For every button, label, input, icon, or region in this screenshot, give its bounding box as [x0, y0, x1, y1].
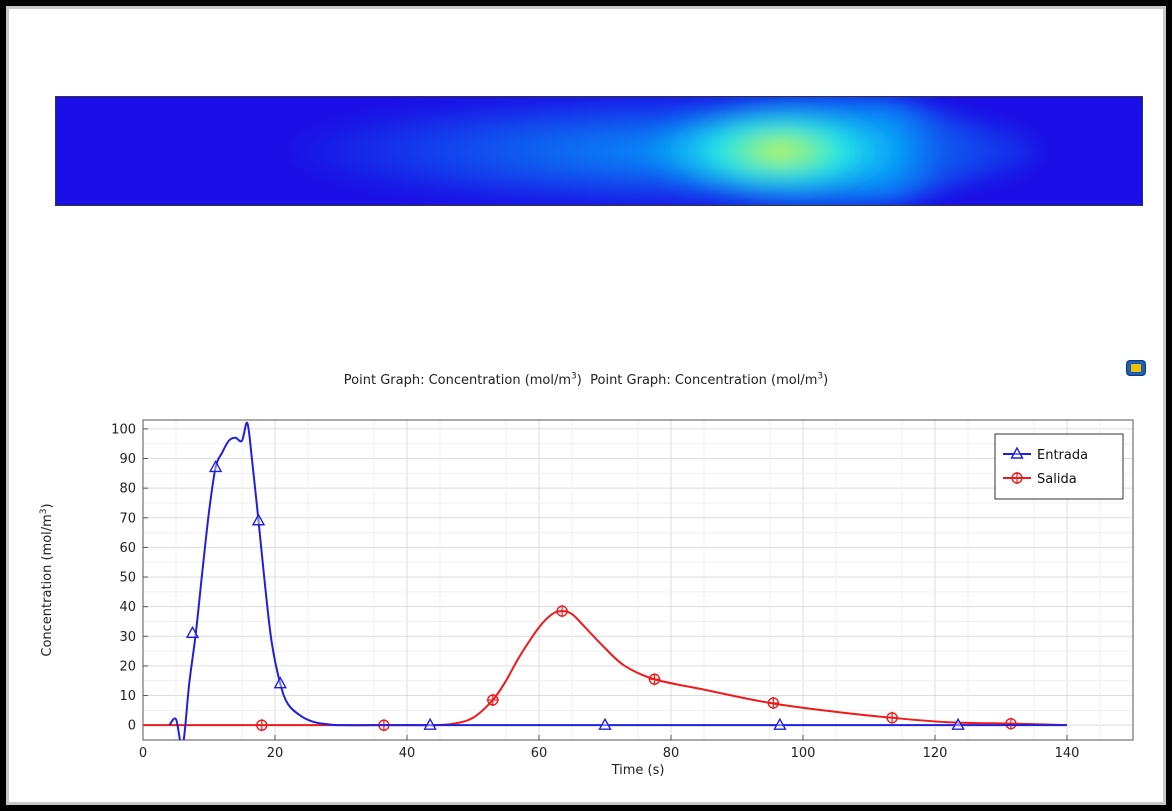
heatmap-core: [641, 97, 921, 205]
x-tick-label: 20: [267, 746, 284, 761]
y-tick-label: 100: [111, 422, 136, 437]
marker-entrada: [598, 717, 612, 730]
x-tick-label: 140: [1055, 746, 1080, 761]
x-axis-label: Time (s): [611, 763, 665, 778]
marker-salida: [486, 694, 499, 706]
chart-title-part-1: Point Graph: Concentration (mol/m3): [343, 372, 582, 389]
legend: Entrada Salida: [994, 433, 1124, 500]
legend-marker: [1011, 472, 1023, 484]
marker-salida: [255, 719, 268, 732]
legend-entry-entrada: Entrada: [1037, 448, 1088, 463]
marker-entrada: [423, 717, 437, 730]
x-tick-label: 0: [139, 746, 147, 761]
y-tick-label: 0: [128, 719, 136, 734]
x-tick-label: 80: [663, 746, 680, 761]
figure-frame: Point Graph: Concentration (mol/m3) Poin…: [6, 6, 1166, 805]
y-tick-label: 50: [119, 571, 136, 586]
x-tick-label: 100: [791, 746, 816, 761]
y-tick-label: 80: [119, 482, 136, 497]
y-tick-label: 90: [119, 452, 136, 467]
plot-border: [142, 419, 1134, 741]
line-chart: 0 20 40 60 80 100 120 140 0 10 20 30 40 50 60 70 80 90 100…: [39, 419, 1134, 778]
concentration-heatmap: [55, 96, 1143, 206]
export-image-icon[interactable]: [1127, 361, 1145, 375]
y-axis-label: Concentration (mol/m3): [39, 503, 55, 656]
marker-salida: [1004, 717, 1017, 730]
marker-salida: [767, 696, 780, 709]
y-tick-label: 70: [119, 511, 136, 526]
series-line-entrada: [168, 421, 1067, 740]
chart-title: Point Graph: Concentration (mol/m3) Poin…: [6, 372, 1166, 388]
marker-salida: [886, 711, 899, 724]
marker-entrada: [251, 513, 266, 526]
y-tick-label: 20: [119, 659, 136, 674]
legend-marker: [1010, 446, 1024, 459]
x-tick-label: 60: [531, 746, 548, 761]
y-tick-label: 10: [119, 689, 136, 704]
y-tick-label: 40: [119, 600, 136, 615]
x-tick-label: 40: [399, 746, 416, 761]
series-group: [143, 421, 1068, 740]
marker-entrada: [208, 459, 223, 473]
series-line-salida: [143, 610, 1068, 727]
marker-entrada: [185, 625, 200, 639]
legend-box: [994, 433, 1124, 500]
grid: [142, 420, 1133, 740]
heatmap-svg: [56, 97, 1142, 205]
marker-salida: [648, 673, 661, 686]
chart-title-part-2: Point Graph: Concentration (mol/m3): [590, 372, 829, 389]
x-tick-label: 120: [923, 746, 948, 761]
y-tick-label: 30: [119, 630, 136, 645]
y-tick-label: 60: [119, 541, 136, 556]
marker-entrada: [273, 676, 287, 689]
legend-entry-salida: Salida: [1037, 472, 1077, 487]
marker-entrada: [951, 717, 965, 730]
marker-salida: [556, 605, 569, 618]
marker-entrada: [773, 717, 787, 730]
